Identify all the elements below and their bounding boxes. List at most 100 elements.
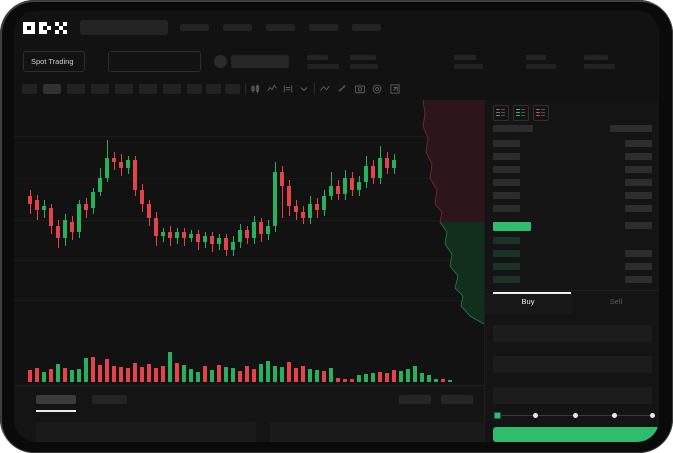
candle: [119, 154, 123, 176]
total-input[interactable]: [493, 387, 652, 404]
chart-toolbar: [14, 78, 659, 101]
orderbook-bid-price: [493, 263, 520, 270]
candle: [210, 232, 214, 252]
candle: [91, 188, 95, 214]
candle: [245, 226, 249, 244]
candle: [392, 154, 396, 174]
okx-logo[interactable]: [23, 22, 67, 34]
volume-bar: [91, 357, 95, 382]
timeframe-5[interactable]: [115, 84, 133, 94]
volume-bar: [147, 364, 151, 382]
timeframe-7[interactable]: [163, 84, 181, 94]
tab-sell[interactable]: Sell: [573, 297, 659, 306]
orderbook-bid-size: [625, 276, 652, 283]
volume-bar: [287, 362, 291, 382]
candle: [364, 156, 368, 188]
orderbook-ask-size: [625, 179, 652, 186]
orderbook-bid-price: [493, 250, 520, 257]
volume-bar: [133, 363, 137, 382]
candle: [343, 170, 347, 200]
candle: [49, 204, 53, 234]
candle: [273, 162, 277, 232]
orderbook-mode-both[interactable]: [493, 105, 509, 121]
bottom-tab-order-history[interactable]: [92, 395, 127, 404]
volume-bar: [336, 378, 340, 382]
price-chart[interactable]: [14, 100, 484, 385]
timeframe-9[interactable]: [206, 84, 221, 94]
volume-bar: [420, 373, 424, 382]
amount-slider[interactable]: [493, 411, 652, 420]
slider-stop-25[interactable]: [533, 413, 538, 418]
bottom-action-1[interactable]: [399, 395, 431, 404]
price-input[interactable]: [493, 325, 652, 342]
nav-item-2[interactable]: [223, 24, 252, 31]
orderbook-header-left: [493, 125, 533, 132]
nav-item-3[interactable]: [266, 24, 295, 31]
candle: [140, 184, 144, 212]
candle: [294, 200, 298, 220]
volume-bar: [42, 372, 46, 382]
nav-item-1[interactable]: [180, 24, 209, 31]
volume-bar: [98, 365, 102, 382]
measure-icon[interactable]: [337, 83, 349, 95]
candle: [280, 166, 284, 218]
orderbook-ask-price: [493, 166, 520, 173]
volume-bar: [441, 379, 445, 382]
orderbook-bid-size: [625, 263, 652, 270]
timeframe-3[interactable]: [67, 84, 85, 94]
volume-bar: [35, 368, 39, 382]
settings-icon[interactable]: [371, 83, 383, 95]
timeframe-6[interactable]: [139, 84, 157, 94]
orderbook-ask-size: [625, 140, 652, 147]
slider-handle[interactable]: [493, 411, 502, 420]
volume-bar: [357, 375, 361, 382]
candle: [336, 180, 340, 200]
submit-buy-button[interactable]: [493, 427, 659, 442]
camera-icon[interactable]: [354, 83, 366, 95]
candle: [322, 190, 326, 216]
volume-bar: [413, 366, 417, 382]
slider-stop-75[interactable]: [612, 413, 617, 418]
tab-buy[interactable]: Buy: [485, 297, 571, 306]
timeframe-4[interactable]: [91, 84, 109, 94]
candle: [196, 230, 200, 250]
orderbook-ask-size: [625, 192, 652, 199]
orderbook-rows[interactable]: [485, 125, 659, 288]
amount-input[interactable]: [493, 356, 652, 373]
bottom-tab-open-orders[interactable]: [36, 395, 76, 404]
pair-select-dropdown[interactable]: ⱟ: [108, 51, 201, 72]
orderbook-mode-asks[interactable]: [533, 105, 549, 121]
orderbook-bid-size: [625, 250, 652, 257]
volume-bar: [371, 373, 375, 382]
line-chart-icon[interactable]: [266, 83, 278, 95]
nav-item-4[interactable]: [309, 24, 338, 31]
candle: [35, 195, 39, 220]
orderbook-mode-bids[interactable]: [513, 105, 529, 121]
trendline-icon[interactable]: [319, 83, 331, 95]
fullscreen-icon[interactable]: [389, 83, 401, 95]
slider-stop-50[interactable]: [573, 413, 578, 418]
volume-bar: [28, 370, 32, 382]
candle: [63, 214, 67, 246]
toolbar-divider: [314, 83, 315, 95]
volume-bar: [182, 365, 186, 382]
market-type-label: Spot Trading: [31, 57, 74, 66]
volume-bar: [343, 379, 347, 382]
volume-bar: [161, 366, 165, 382]
indicators-icon[interactable]: [282, 83, 294, 95]
market-type-dropdown[interactable]: Spot Trading ⱟ: [23, 51, 85, 72]
nav-item-5[interactable]: [352, 24, 381, 31]
chevron-down-icon[interactable]: [298, 83, 310, 95]
search-input[interactable]: [80, 20, 168, 35]
bottom-action-2[interactable]: [441, 395, 473, 404]
timeframe-8[interactable]: [187, 84, 202, 94]
candlestick-chart-icon[interactable]: [250, 83, 262, 95]
timeframe-1[interactable]: [22, 84, 37, 94]
timeframe-10[interactable]: [225, 84, 240, 94]
orderbook-ask-price: [493, 140, 520, 147]
timeframe-2[interactable]: [43, 84, 61, 94]
volume-bar: [385, 373, 389, 382]
volume-bar: [168, 352, 172, 382]
slider-stop-100[interactable]: [650, 413, 655, 418]
volume-bar: [294, 368, 298, 382]
